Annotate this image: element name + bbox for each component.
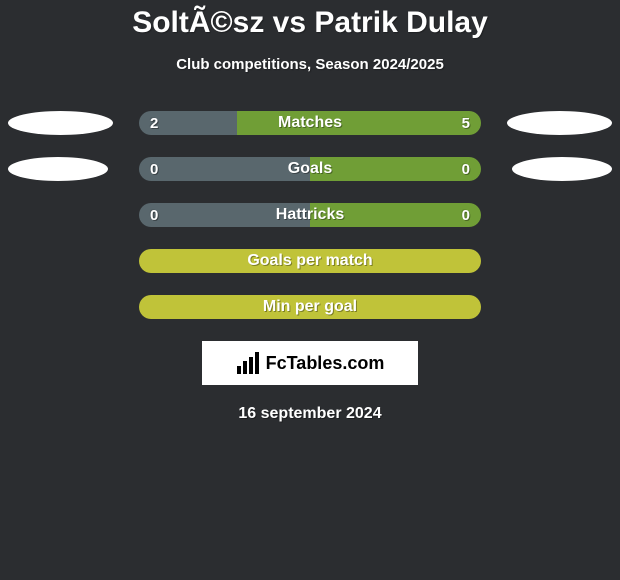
page-title: SoltÃ©sz vs Patrik Dulay [132, 6, 488, 40]
stat-row: Goals per match [0, 249, 620, 273]
stat-rows: Matches 2 5 Goals 0 0 Hattricks 0 0 Goals per mat… [0, 111, 620, 319]
stat-label: Goals [288, 160, 332, 178]
stat-row: Goals 0 0 [0, 157, 620, 181]
stat-value-left: 0 [150, 161, 158, 178]
stat-value-left: 0 [150, 207, 158, 224]
stat-value-right: 0 [462, 161, 470, 178]
player-oval-right [512, 157, 612, 181]
bar-segment-right [310, 157, 481, 181]
player-oval-left [8, 157, 108, 181]
stat-label: Goals per match [247, 252, 372, 270]
stat-label: Hattricks [276, 206, 344, 224]
bars-icon [236, 352, 260, 374]
comparison-card: SoltÃ©sz vs Patrik Dulay Club competitio… [0, 0, 620, 423]
stat-value-right: 0 [462, 207, 470, 224]
stat-row: Hattricks 0 0 [0, 203, 620, 227]
brand-logo: FcTables.com [202, 341, 418, 385]
stat-row: Matches 2 5 [0, 111, 620, 135]
player-oval-right [507, 111, 612, 135]
bar-segment-right [237, 111, 481, 135]
brand-text: FcTables.com [266, 353, 385, 374]
page-subtitle: Club competitions, Season 2024/2025 [176, 56, 444, 73]
stat-label: Min per goal [263, 298, 357, 316]
date-label: 16 september 2024 [238, 405, 381, 423]
stat-label: Matches [278, 114, 342, 132]
bar-segment-left [139, 157, 310, 181]
stat-row: Min per goal [0, 295, 620, 319]
stat-value-right: 5 [462, 115, 470, 132]
stat-value-left: 2 [150, 115, 158, 132]
player-oval-left [8, 111, 113, 135]
